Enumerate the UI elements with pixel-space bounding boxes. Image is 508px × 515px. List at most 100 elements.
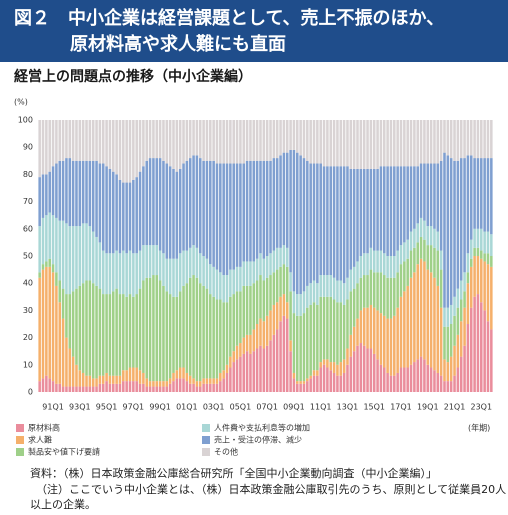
bar-segment <box>326 296 329 360</box>
legend-swatch <box>202 424 210 432</box>
bar-segment <box>209 378 212 384</box>
bar-segment <box>466 324 470 392</box>
bar-segment <box>108 294 112 376</box>
bar-segment <box>399 166 403 246</box>
bar-segment <box>419 236 423 259</box>
bar-segment <box>41 174 45 218</box>
bar-segment <box>249 261 252 286</box>
bar-segment <box>463 158 466 273</box>
bar-segment <box>132 253 135 297</box>
y-tick-label: 20 <box>23 333 33 342</box>
bar-segment <box>282 264 286 295</box>
bar-segment <box>456 334 460 368</box>
bar-segment <box>379 272 383 314</box>
bar-segment <box>382 315 386 368</box>
bar-segment <box>245 334 249 352</box>
bar-segment <box>75 386 78 392</box>
bar-segment <box>439 160 443 251</box>
bar-segment <box>292 291 296 314</box>
bar-segment <box>393 315 396 376</box>
bar-segment <box>265 256 269 278</box>
bar-segment <box>469 266 473 308</box>
bar-segment <box>81 160 85 224</box>
bar-segment <box>322 275 326 297</box>
bar-segment <box>85 120 88 161</box>
bar-segment <box>48 120 51 172</box>
bar-segment <box>396 120 399 167</box>
bar-segment <box>369 168 373 248</box>
bar-segment <box>262 160 266 259</box>
bar-segment <box>456 307 460 335</box>
bar-segment <box>275 247 279 270</box>
bar-segment <box>125 381 128 392</box>
bar-segment <box>399 264 403 297</box>
bar-segment <box>222 120 225 164</box>
bar-segment <box>436 372 440 392</box>
bar-segment <box>51 381 55 392</box>
x-tick-label: 09Q1 <box>283 403 305 412</box>
bar-segment <box>302 383 306 392</box>
bar-segment <box>366 307 369 349</box>
bar-segment <box>342 166 346 284</box>
bar-segment <box>158 120 162 159</box>
bar-segment <box>98 163 102 243</box>
bar-segment <box>212 378 215 384</box>
bar-segment <box>252 261 256 284</box>
bar-segment <box>359 277 363 311</box>
bar-segment <box>65 120 68 159</box>
bar-segment <box>336 120 339 167</box>
bar-segment <box>312 302 316 371</box>
bar-segment <box>172 258 175 297</box>
bar-segment <box>316 304 319 371</box>
source-note: 資料：（株）日本政策金融公庫総合研究所「全国中小企業動向調査（中小企業編）」 <box>30 466 437 480</box>
bar-segment <box>376 359 379 392</box>
bar-segment <box>486 321 490 392</box>
bar-segment <box>198 158 202 254</box>
bar-segment <box>262 280 266 322</box>
bar-segment <box>128 120 132 183</box>
bar-segment <box>112 120 115 172</box>
bar-segment <box>229 269 232 297</box>
bar-segment <box>172 168 175 259</box>
bar-segment <box>302 120 306 159</box>
bar-segment <box>279 120 282 156</box>
bar-segment <box>91 120 95 161</box>
bar-segment <box>232 163 235 270</box>
bar-segment <box>78 370 82 387</box>
bar-segment <box>443 120 446 153</box>
footnote: （注）ここでいう中小企業とは、（株）日本政策金融公庫取引先のうち、原則として従業… <box>36 482 506 496</box>
bar-segment <box>285 266 289 303</box>
bar-segment <box>459 356 463 392</box>
bar-segment <box>135 294 138 368</box>
bar-segment <box>239 356 242 392</box>
legend-swatch <box>16 424 24 432</box>
bar-segment <box>98 242 102 289</box>
bar-segment <box>473 120 476 159</box>
bar-segment <box>152 158 155 246</box>
bar-segment <box>413 362 416 392</box>
bar-segment <box>436 231 440 251</box>
bar-segment <box>255 120 259 161</box>
bar-segment <box>299 120 302 156</box>
bar-segment <box>128 367 132 382</box>
x-tick-label: 17Q1 <box>390 403 412 412</box>
bar-segment <box>279 321 282 392</box>
bar-segment <box>299 294 302 316</box>
bar-segment <box>279 155 282 248</box>
title-line: 原材料高や求人難にも直面 <box>70 33 286 55</box>
bar-segment <box>352 120 356 169</box>
bar-segment <box>302 313 306 382</box>
bar-segment <box>443 307 446 327</box>
bar-segment <box>242 353 246 392</box>
bar-segment <box>195 386 199 392</box>
bar-segment <box>122 182 125 251</box>
bar-segment <box>389 375 393 392</box>
bar-segment <box>239 291 242 344</box>
bar-segment <box>65 337 68 387</box>
bar-segment <box>215 378 219 384</box>
bar-segment <box>436 250 440 286</box>
bar-segment <box>490 234 493 256</box>
bar-segment <box>101 120 105 164</box>
bar-segment <box>356 120 359 169</box>
bar-segment <box>419 217 423 237</box>
